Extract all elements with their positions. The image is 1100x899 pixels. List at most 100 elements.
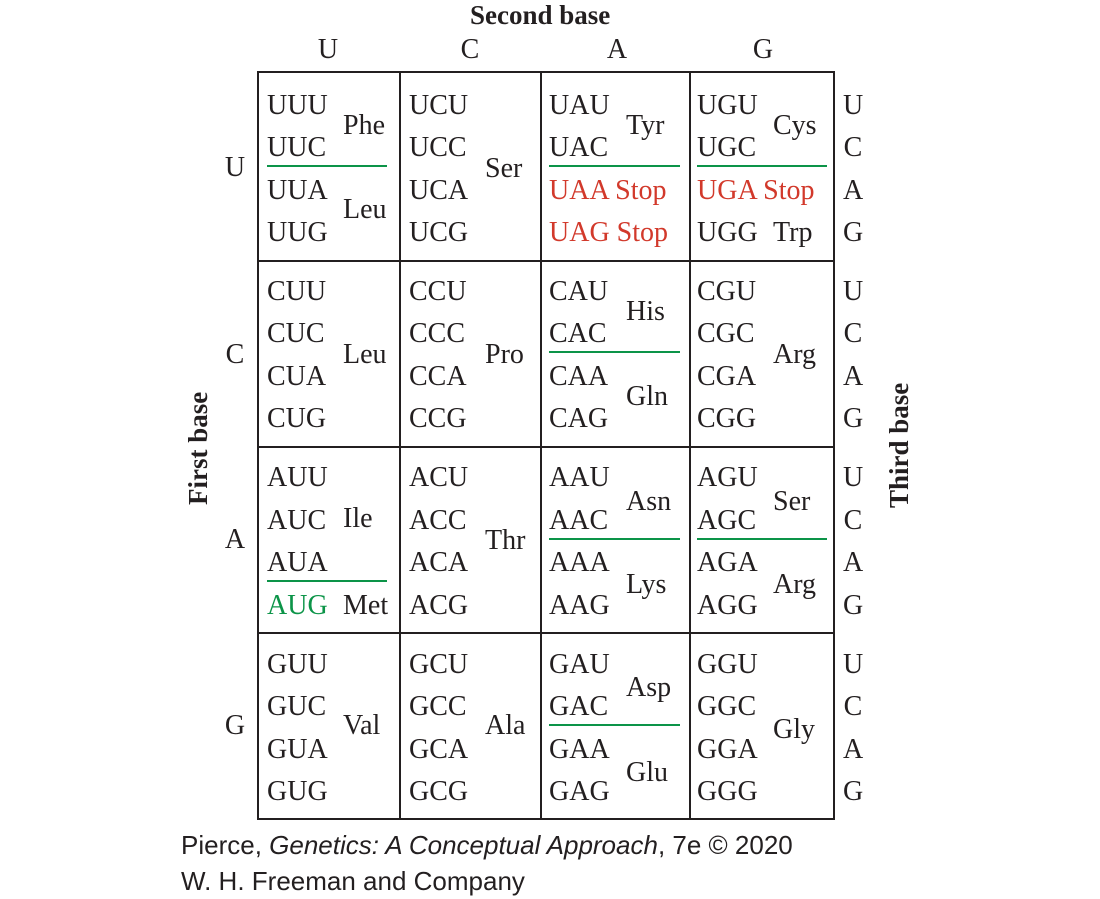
grid-divider (689, 73, 691, 818)
third-base-title: Third base (884, 382, 914, 508)
codon-acc: ACC (409, 505, 467, 536)
amino-acid-lys: Lys (626, 569, 667, 600)
amino-acid-val: Val (343, 710, 381, 741)
column-base-u: U (317, 34, 339, 65)
codon-aga: AGA (697, 547, 758, 578)
codon-aac: AAC (549, 505, 609, 536)
codon-cgg: CGG (697, 403, 757, 434)
codon-caa: CAA (549, 361, 609, 392)
amino-acid-ser: Ser (485, 153, 523, 184)
codon-gug: GUG (267, 776, 328, 807)
codon-ccu: CCU (409, 276, 467, 307)
codon-gac: GAC (549, 691, 609, 722)
amino-acid-glu: Glu (626, 757, 668, 788)
codon-uag-stop: UAG Stop (549, 217, 669, 248)
amino-acid-phe: Phe (343, 110, 385, 141)
codon-ucu: UCU (409, 90, 469, 121)
codon-uuu: UUU (267, 90, 328, 121)
codon-uuc: UUC (267, 132, 327, 163)
amino-acid-asp: Asp (626, 672, 672, 703)
group-separator (549, 724, 680, 726)
amino-acid-leu: Leu (343, 339, 387, 370)
codon-gag: GAG (549, 776, 610, 807)
codon-uau: UAU (549, 90, 610, 121)
credit-edition: , 7e © 2020 (657, 830, 793, 860)
codon-uaa-stop: UAA Stop (549, 175, 667, 206)
codon-ugc: UGC (697, 132, 757, 163)
amino-acid-asn: Asn (626, 486, 672, 517)
codon-ugu: UGU (697, 90, 758, 121)
codon-aau: AAU (549, 462, 610, 493)
amino-acid-tyr: Tyr (626, 110, 665, 141)
amino-acid-thr: Thr (485, 525, 526, 556)
third-base-letter: U (843, 649, 864, 680)
codon-guc: GUC (267, 691, 327, 722)
codon-uac: UAC (549, 132, 609, 163)
group-separator (549, 538, 680, 540)
codon-acu: ACU (409, 462, 469, 493)
codon-ggg: GGG (697, 776, 758, 807)
third-base-letter: C (843, 318, 863, 349)
codon-gua: GUA (267, 734, 328, 765)
amino-acid-pro: Pro (485, 339, 524, 370)
row-base-u: U (224, 152, 246, 183)
codon-ugg: UGG (697, 217, 758, 248)
amino-acid-ile: Ile (343, 503, 373, 534)
third-base-letter: A (843, 734, 864, 765)
third-base-letter: G (843, 776, 864, 807)
third-base-letter: C (843, 505, 863, 536)
third-base-letter: C (843, 132, 863, 163)
third-base-letter: A (843, 175, 864, 206)
third-base-letter: U (843, 462, 864, 493)
codon-ccc: CCC (409, 318, 466, 349)
amino-acid-leu: Leu (343, 194, 387, 225)
codon-cga: CGA (697, 361, 757, 392)
amino-acid-trp: Trp (773, 217, 813, 248)
codon-gca: GCA (409, 734, 469, 765)
amino-acid-ser: Ser (773, 486, 811, 517)
codon-grid (257, 71, 835, 820)
codon-aaa: AAA (549, 547, 610, 578)
codon-agg: AGG (697, 590, 758, 621)
group-separator (697, 538, 827, 540)
first-base-title: First base (183, 391, 213, 505)
amino-acid-his: His (626, 296, 665, 327)
codon-gaa: GAA (549, 734, 610, 765)
codon-ucg: UCG (409, 217, 469, 248)
codon-uug: UUG (267, 217, 328, 248)
codon-gcc: GCC (409, 691, 467, 722)
codon-cac: CAC (549, 318, 607, 349)
column-base-a: A (606, 34, 628, 65)
third-base-letter: U (843, 276, 864, 307)
credit-author: Pierce, (181, 830, 270, 860)
grid-divider (259, 632, 833, 634)
codon-cau: CAU (549, 276, 609, 307)
row-base-c: C (225, 339, 245, 370)
codon-cca: CCA (409, 361, 467, 392)
third-base-letter: G (843, 217, 864, 248)
codon-gau: GAU (549, 649, 610, 680)
grid-divider (259, 260, 833, 262)
codon-aua: AUA (267, 547, 328, 578)
codon-ucc: UCC (409, 132, 467, 163)
grid-divider (259, 446, 833, 448)
codon-ccg: CCG (409, 403, 467, 434)
codon-gcg: GCG (409, 776, 469, 807)
amino-acid-cys: Cys (773, 110, 817, 141)
group-separator (267, 165, 387, 167)
codon-aca: ACA (409, 547, 469, 578)
codon-ggu: GGU (697, 649, 758, 680)
codon-uua: UUA (267, 175, 328, 206)
codon-cug: CUG (267, 403, 327, 434)
third-base-letter: G (843, 403, 864, 434)
row-base-g: G (224, 710, 246, 741)
amino-acid-met: Met (343, 590, 389, 621)
codon-ggc: GGC (697, 691, 757, 722)
grid-divider (540, 73, 542, 818)
amino-acid-arg: Arg (773, 569, 817, 600)
amino-acid-gly: Gly (773, 714, 815, 745)
codon-aag: AAG (549, 590, 610, 621)
third-base-letter: C (843, 691, 863, 722)
third-base-letter: G (843, 590, 864, 621)
